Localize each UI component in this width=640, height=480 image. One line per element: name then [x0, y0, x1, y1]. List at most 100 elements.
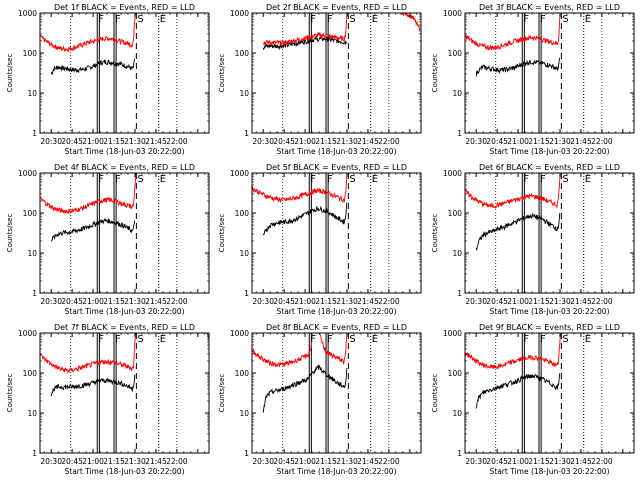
x-tick-label: 21:15 [315, 457, 337, 466]
plot-frame [39, 12, 210, 134]
chart-panel: Det 8f BLACK = Events, RED = LLD Counts/s… [218, 323, 422, 476]
event-label-f: F [523, 174, 529, 185]
x-tick-label: 20:45 [61, 297, 83, 306]
chart-panel: Det 4f BLACK = Events, RED = LLD Counts/s… [6, 163, 210, 316]
x-tick-label: 21:30 [336, 297, 358, 306]
y-tick-label: 10 [452, 89, 462, 98]
x-tick-label: 21:15 [528, 297, 550, 306]
x-tick-label: 21:00 [507, 297, 529, 306]
x-tick-label: 20:45 [273, 457, 295, 466]
x-axis-label: Start Time (18-Jun-03 20:22:00) [277, 467, 397, 476]
lld-series-line [40, 333, 209, 374]
lld-series-line [465, 173, 563, 209]
x-tick-label: 21:45 [570, 457, 592, 466]
x-tick-label: 21:00 [82, 297, 104, 306]
event-label-f: F [310, 334, 316, 345]
y-tick-label: 1000 [230, 9, 249, 18]
x-tick-label: 20:30 [252, 297, 274, 306]
x-tick-label: 21:00 [294, 457, 316, 466]
event-label-s: S [349, 14, 355, 25]
x-tick-label: 21:45 [145, 297, 167, 306]
x-axis-label: Start Time (18-Jun-03 20:22:00) [65, 467, 185, 476]
x-tick-label: 21:30 [124, 297, 146, 306]
event-label-f: F [98, 334, 104, 345]
x-tick-label: 21:45 [357, 137, 379, 146]
event-label-f: F [310, 174, 316, 185]
x-tick-label: 21:00 [82, 457, 104, 466]
lld-series-line [40, 173, 138, 215]
event-label-f: F [98, 174, 104, 185]
chart-title: Det 9f BLACK = Events, RED = LLD [479, 323, 620, 332]
y-tick-label: 100 [23, 49, 38, 58]
y-tick-label: 10 [27, 409, 37, 418]
events-series-line [262, 202, 348, 236]
x-tick-label: 22:00 [166, 297, 188, 306]
plot-area [262, 13, 421, 133]
y-tick-label: 100 [448, 369, 463, 378]
y-tick-label: 1 [244, 129, 249, 138]
y-axis-label: Counts/sec [6, 374, 14, 413]
event-label-e: E [160, 174, 166, 185]
x-axis-label: Start Time (18-Jun-03 20:22:00) [65, 147, 185, 156]
x-tick-label: 21:45 [357, 457, 379, 466]
chart-title: Det 7f BLACK = Events, RED = LLD [54, 323, 195, 332]
lld-series-line [40, 13, 138, 53]
events-series-line [475, 373, 561, 409]
chart-title: Det 6f BLACK = Events, RED = LLD [479, 163, 620, 172]
y-tick-label: 10 [27, 89, 37, 98]
event-label-e: E [585, 174, 591, 185]
plot-frame [464, 12, 635, 134]
x-tick-label: 21:15 [315, 137, 337, 146]
event-label-f: F [327, 14, 333, 25]
x-tick-label: 21:30 [124, 457, 146, 466]
x-tick-label: 20:45 [486, 297, 508, 306]
event-label-f: F [540, 14, 546, 25]
x-tick-label: 21:30 [549, 137, 571, 146]
y-tick-label: 10 [239, 409, 249, 418]
events-series-line [475, 57, 561, 77]
plot-area [40, 333, 209, 453]
x-tick-label: 21:15 [528, 137, 550, 146]
y-tick-label: 10 [452, 409, 462, 418]
lld-series-line [465, 13, 563, 51]
x-axis-label: Start Time (18-Jun-03 20:22:00) [490, 147, 610, 156]
x-tick-label: 22:00 [591, 137, 613, 146]
event-label-f: F [327, 174, 333, 185]
event-label-s: S [349, 174, 355, 185]
events-series-line [262, 35, 347, 51]
chart-panel: Det 5f BLACK = Events, RED = LLD Counts/s… [218, 163, 422, 316]
chart-title: Det 5f BLACK = Events, RED = LLD [266, 163, 407, 172]
event-label-f: F [115, 14, 121, 25]
event-label-f: F [327, 334, 333, 345]
plot-frame [464, 172, 635, 294]
chart-title: Det 1f BLACK = Events, RED = LLD [54, 3, 195, 12]
lld-series-line [262, 13, 421, 47]
event-label-s: S [137, 334, 143, 345]
x-tick-label: 20:30 [40, 457, 62, 466]
event-label-e: E [160, 334, 166, 345]
plot-area [252, 173, 390, 293]
x-tick-label: 22:00 [378, 457, 400, 466]
event-label-e: E [160, 14, 166, 25]
x-tick-label: 20:45 [273, 297, 295, 306]
chart-title: Det 2f BLACK = Events, RED = LLD [266, 3, 407, 12]
event-label-e: E [372, 174, 378, 185]
x-tick-label: 21:45 [570, 297, 592, 306]
plot-area [465, 173, 603, 293]
x-tick-label: 21:45 [357, 297, 379, 306]
x-axis-label: Start Time (18-Jun-03 20:22:00) [490, 307, 610, 316]
y-axis-label: Counts/sec [218, 214, 226, 253]
y-tick-label: 1 [457, 289, 462, 298]
y-tick-label: 100 [448, 209, 463, 218]
x-tick-label: 21:15 [103, 137, 125, 146]
lld-series-line [252, 173, 350, 203]
x-tick-label: 21:45 [145, 137, 167, 146]
x-tick-label: 22:00 [378, 137, 400, 146]
y-tick-label: 100 [235, 369, 250, 378]
chart-panel: Det 3f BLACK = Events, RED = LLD Counts/s… [431, 3, 635, 156]
y-tick-label: 1000 [230, 329, 249, 338]
y-tick-label: 1000 [230, 169, 249, 178]
x-tick-label: 21:30 [124, 137, 146, 146]
x-tick-label: 20:30 [465, 297, 487, 306]
